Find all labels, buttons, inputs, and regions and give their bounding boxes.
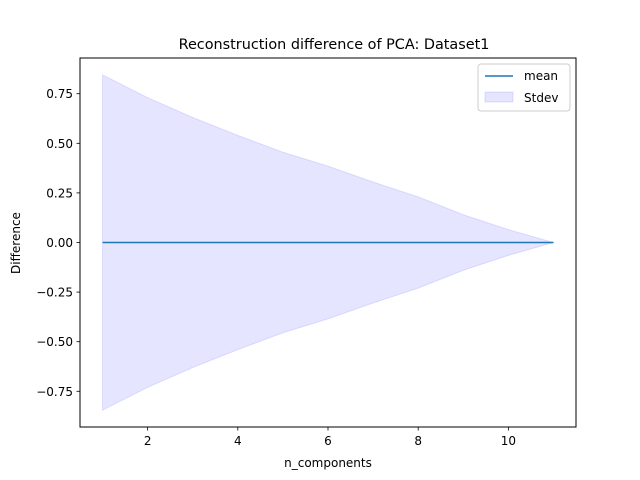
legend: mean Stdev — [477, 63, 571, 112]
x-axis-label: n_components — [284, 456, 372, 470]
x-tick-label: 4 — [234, 434, 242, 448]
y-tick-label: 0.75 — [46, 87, 73, 101]
y-tick-label: 0.50 — [46, 137, 73, 151]
plot-area — [102, 74, 556, 411]
x-tick-label: 10 — [501, 434, 516, 448]
legend-stdev-swatch — [484, 91, 514, 103]
y-tick-label: −0.50 — [36, 335, 73, 349]
chart-title: Reconstruction difference of PCA: Datase… — [179, 37, 490, 53]
legend-mean-label: mean — [524, 69, 558, 83]
y-tick-label: −0.75 — [36, 385, 73, 399]
y-axis-ticks: −0.75 −0.50 −0.25 0.00 0.25 0.50 0.75 — [36, 87, 80, 399]
x-tick-label: 8 — [414, 434, 422, 448]
x-tick-label: 6 — [324, 434, 332, 448]
y-tick-label: 0.25 — [46, 186, 73, 200]
y-tick-label: −0.25 — [36, 286, 73, 300]
x-axis-ticks: 2 4 6 8 10 — [144, 427, 516, 448]
x-tick-label: 2 — [144, 434, 152, 448]
y-tick-label: 0.00 — [46, 236, 73, 250]
axes-frame — [79, 57, 577, 428]
y-axis-label: Difference — [9, 212, 23, 274]
legend-stdev-label: Stdev — [524, 91, 558, 105]
